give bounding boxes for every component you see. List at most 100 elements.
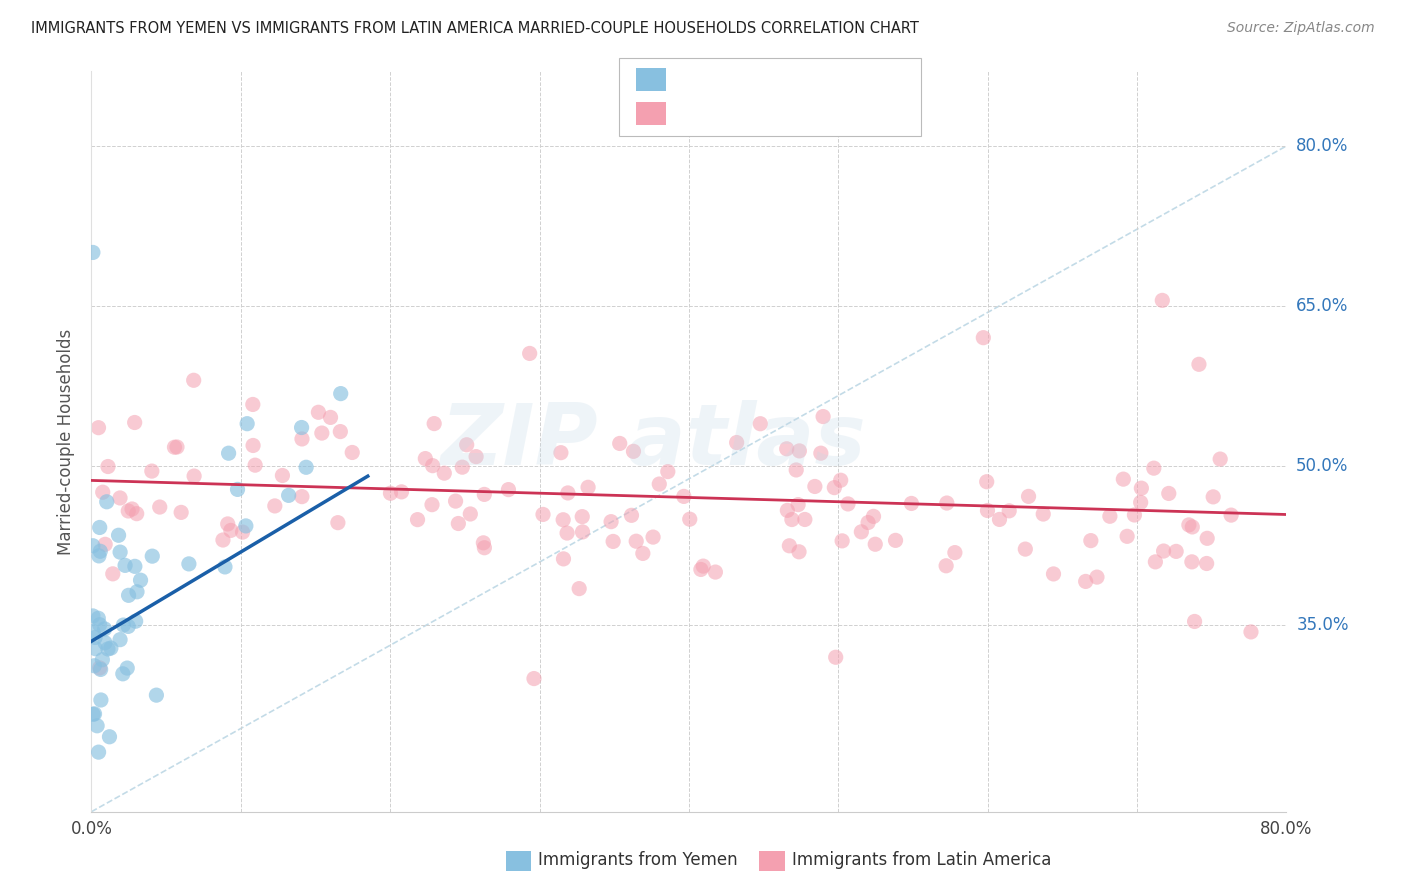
Point [519,346,541,360]
Point [1195,557,1218,571]
Point [1153,544,1175,558]
Text: N =: N = [773,104,823,122]
Point [1240,624,1263,639]
Point [217,516,239,531]
Point [1085,570,1108,584]
Point [1074,574,1097,589]
Point [648,477,671,491]
Point [149,500,172,514]
Point [943,546,966,560]
Point [219,524,242,538]
Point [793,512,815,526]
Point [83,658,105,673]
Point [498,483,520,497]
Point [183,469,205,483]
Point [89,544,111,558]
Point [976,475,998,489]
Point [523,672,546,686]
Point [900,496,922,510]
Point [465,450,488,464]
Point [87,611,110,625]
Point [789,443,811,458]
Point [553,513,575,527]
Point [935,558,957,573]
Point [472,487,495,501]
Point [568,582,591,596]
Point [1152,293,1174,308]
Point [1181,555,1204,569]
Point [226,483,249,497]
Point [87,549,110,563]
Point [830,473,852,487]
Point [391,484,413,499]
Text: Source: ZipAtlas.com: Source: ZipAtlas.com [1227,21,1375,35]
Point [82,539,104,553]
Point [214,560,236,574]
Point [415,451,437,466]
Point [1209,452,1232,467]
Point [91,653,114,667]
Point [555,526,578,541]
Point [101,566,124,581]
Point [114,558,136,573]
Point [115,661,138,675]
Point [263,499,285,513]
Point [107,528,129,542]
Point [865,537,887,551]
Point [749,417,772,431]
Text: IMMIGRANTS FROM YEMEN VS IMMIGRANTS FROM LATIN AMERICA MARRIED-COUPLE HOUSEHOLDS: IMMIGRANTS FROM YEMEN VS IMMIGRANTS FROM… [31,21,918,36]
Point [100,641,122,656]
Point [141,549,163,563]
Point [976,503,998,517]
Text: Immigrants from Yemen: Immigrants from Yemen [538,851,738,869]
Point [553,552,575,566]
Point [571,509,593,524]
Point [972,331,994,345]
Point [1181,520,1204,534]
Point [108,491,131,505]
Point [884,533,907,548]
Point [1098,509,1121,524]
Point [451,460,474,475]
Point [1042,566,1064,581]
Point [108,545,131,559]
Point [776,503,799,517]
Point [609,436,631,450]
Point [89,617,111,632]
Point [641,530,664,544]
Point [83,706,105,721]
Point [86,719,108,733]
Point [550,445,572,459]
Point [787,498,810,512]
Point [243,458,266,472]
Point [326,516,349,530]
Point [1166,544,1188,558]
Point [291,432,314,446]
Point [811,409,834,424]
Point [1116,529,1139,543]
Point [785,463,807,477]
Point [166,440,188,454]
Point [862,509,884,524]
Point [679,512,702,526]
Point [125,507,148,521]
Point [1130,481,1153,495]
Point [163,440,186,454]
Point [1123,508,1146,522]
Text: ZIP atlas: ZIP atlas [440,400,866,483]
Point [823,481,845,495]
Point [183,373,205,387]
Point [831,533,853,548]
Point [121,502,143,516]
Point [1197,531,1219,545]
Point [1144,555,1167,569]
Point [111,666,134,681]
Point [117,504,139,518]
Point [235,519,257,533]
Point [571,524,593,539]
Text: 50.0%: 50.0% [1296,457,1348,475]
Point [93,622,115,636]
Point [271,468,294,483]
Point [623,444,645,458]
Point [780,512,803,526]
